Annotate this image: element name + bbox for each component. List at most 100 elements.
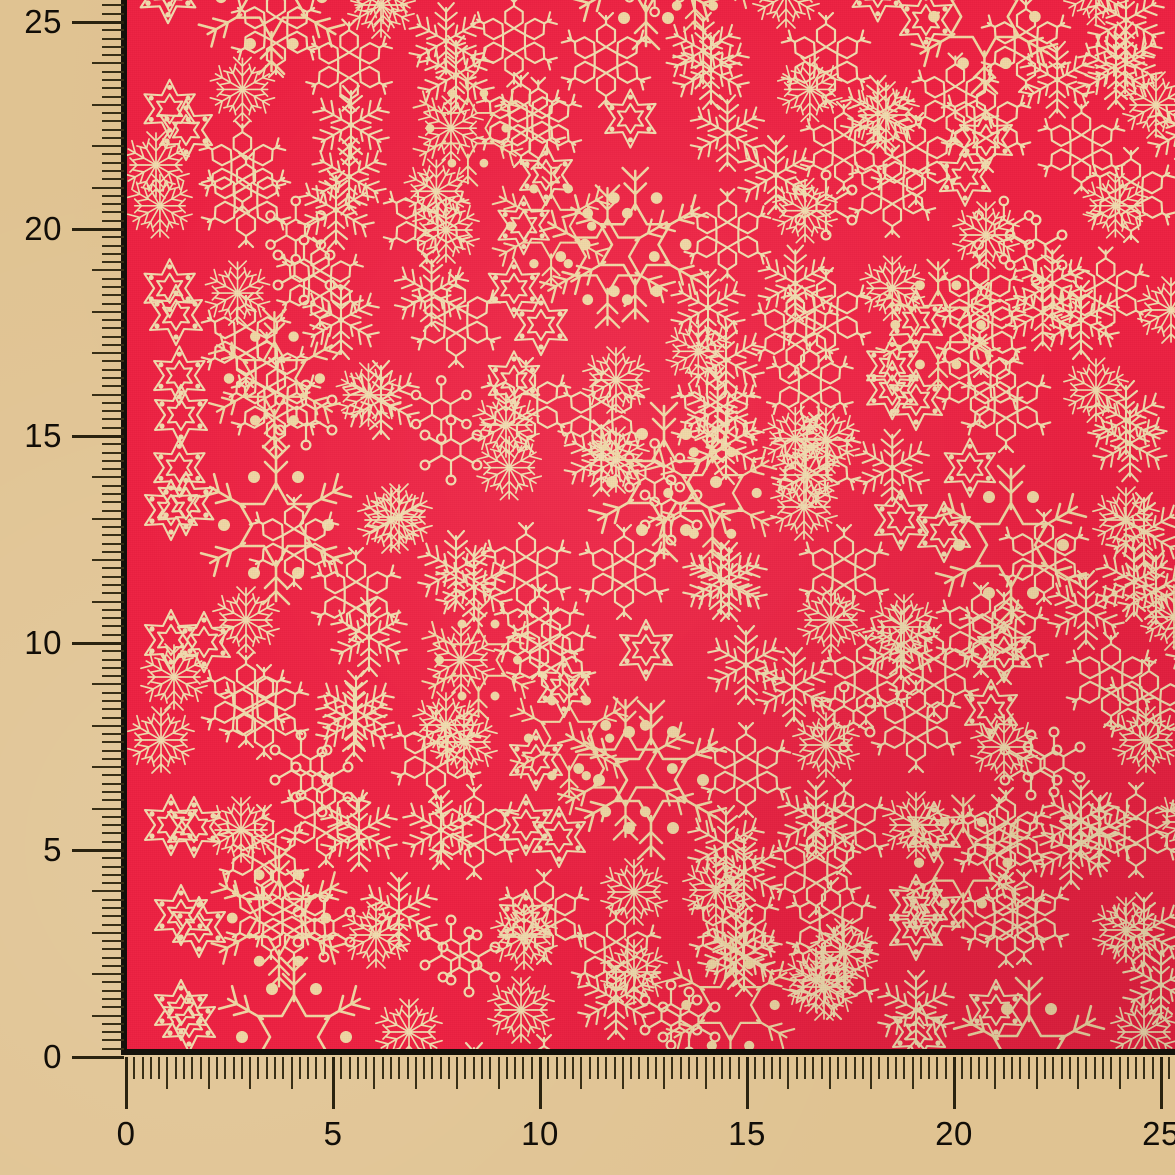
ruler-h-minor-tick <box>688 1057 691 1079</box>
fabric-swatch <box>126 0 1175 1053</box>
ruler-v-minor-tick <box>102 244 124 247</box>
ruler-v-medium-tick <box>92 310 124 313</box>
ruler-v-medium-tick <box>92 103 124 106</box>
ruler-h-major-tick <box>331 1057 335 1109</box>
ruler-h-minor-tick <box>928 1057 931 1079</box>
ruler-h-minor-tick <box>489 1057 492 1079</box>
ruler-h-minor-tick <box>812 1057 815 1079</box>
ruler-h-minor-tick <box>845 1057 848 1079</box>
ruler-h-medium-tick <box>870 1057 873 1089</box>
ruler-v-major-tick <box>72 20 124 24</box>
ruler-v-minor-tick <box>102 45 124 48</box>
ruler-v-minor-tick <box>102 1022 124 1025</box>
ruler-h-medium-tick <box>456 1057 459 1089</box>
ruler-v-minor-tick <box>102 426 124 429</box>
ruler-h-medium-tick <box>994 1057 997 1089</box>
ruler-h-major-tick <box>1159 1057 1163 1109</box>
ruler-h-minor-tick <box>588 1057 591 1079</box>
ruler-h-minor-tick <box>547 1057 550 1079</box>
ruler-h-minor-tick <box>1143 1057 1146 1079</box>
ruler-h-minor-tick <box>257 1057 260 1079</box>
ruler-h-minor-tick <box>754 1057 757 1079</box>
ruler-v-label-0: 0 <box>43 1038 62 1075</box>
ruler-v-medium-tick <box>92 683 124 686</box>
ruler-h-minor-tick <box>141 1057 144 1079</box>
ruler-v-medium-tick <box>92 145 124 148</box>
ruler-v-medium-tick <box>92 559 124 562</box>
ruler-v-medium-tick <box>92 1014 124 1017</box>
ruler-h-minor-tick <box>986 1057 989 1079</box>
ruler-h-minor-tick <box>737 1057 740 1079</box>
ruler-h-minor-tick <box>1027 1057 1030 1079</box>
ruler-h-minor-tick <box>1010 1057 1013 1079</box>
ruler-v-minor-tick <box>102 774 124 777</box>
ruler-v-minor-tick <box>102 923 124 926</box>
ruler-v-minor-tick <box>102 219 124 222</box>
ruler-h-minor-tick <box>886 1057 889 1079</box>
ruler-v-major-tick <box>72 434 124 438</box>
ruler-v-medium-tick <box>92 890 124 893</box>
ruler-h-minor-tick <box>431 1057 434 1079</box>
ruler-v-major-tick <box>72 1055 124 1059</box>
ruler-h-medium-tick <box>787 1057 790 1089</box>
ruler-v-minor-tick <box>102 691 124 694</box>
ruler-h-medium-tick <box>414 1057 417 1089</box>
ruler-v-minor-tick <box>102 468 124 471</box>
ruler-h-minor-tick <box>423 1057 426 1079</box>
ruler-v-minor-tick <box>102 95 124 98</box>
ruler-v-minor-tick <box>102 534 124 537</box>
ruler-h-minor-tick <box>903 1057 906 1079</box>
ruler-h-minor-tick <box>969 1057 972 1079</box>
ruler-h-medium-tick <box>1077 1057 1080 1089</box>
ruler-h-minor-tick <box>861 1057 864 1079</box>
ruler-v-major-tick <box>72 848 124 852</box>
ruler-v-minor-tick <box>102 319 124 322</box>
ruler-h-label-10: 10 <box>521 1115 559 1152</box>
ruler-h-minor-tick <box>191 1057 194 1079</box>
ruler-v-minor-tick <box>102 757 124 760</box>
ruler-h-minor-tick <box>274 1057 277 1079</box>
ruler-v-minor-tick <box>102 865 124 868</box>
ruler-v-minor-tick <box>102 906 124 909</box>
ruler-v-minor-tick <box>102 981 124 984</box>
ruler-h-major-tick <box>952 1057 956 1109</box>
ruler-v-minor-tick <box>102 873 124 876</box>
ruler-v-minor-tick <box>102 584 124 587</box>
ruler-v-minor-tick <box>102 385 124 388</box>
ruler-v-minor-tick <box>102 716 124 719</box>
ruler-v-minor-tick <box>102 203 124 206</box>
ruler-v-minor-tick <box>102 617 124 620</box>
ruler-v-medium-tick <box>92 517 124 520</box>
ruler-v-minor-tick <box>102 791 124 794</box>
ruler-h-major-tick <box>745 1057 749 1109</box>
ruler-v-medium-tick <box>92 931 124 934</box>
ruler-h-medium-tick <box>704 1057 707 1089</box>
ruler-v-minor-tick <box>102 575 124 578</box>
ruler-h-medium-tick <box>663 1057 666 1089</box>
ruler-v-minor-tick <box>102 501 124 504</box>
ruler-v-minor-tick <box>102 170 124 173</box>
ruler-h-minor-tick <box>770 1057 773 1079</box>
ruler-v-minor-tick <box>102 509 124 512</box>
ruler-v-minor-tick <box>102 335 124 338</box>
ruler-h-minor-tick <box>853 1057 856 1079</box>
ruler-h-label-20: 20 <box>935 1115 973 1152</box>
ruler-v-medium-tick <box>92 766 124 769</box>
ruler-h-minor-tick <box>149 1057 152 1079</box>
ruler-v-minor-tick <box>102 608 124 611</box>
ruler-v-minor-tick <box>102 998 124 1001</box>
ruler-h-medium-tick <box>497 1057 500 1089</box>
ruler-v-minor-tick <box>102 70 124 73</box>
ruler-h-minor-tick <box>481 1057 484 1079</box>
ruler-v-minor-tick <box>102 625 124 628</box>
ruler-h-minor-tick <box>837 1057 840 1079</box>
ruler-h-minor-tick <box>1102 1057 1105 1079</box>
ruler-h-minor-tick <box>298 1057 301 1079</box>
ruler-v-medium-tick <box>92 62 124 65</box>
ruler-h-minor-tick <box>596 1057 599 1079</box>
ruler-v-minor-tick <box>102 1047 124 1050</box>
ruler-h-minor-tick <box>224 1057 227 1079</box>
ruler-h-minor-tick <box>919 1057 922 1079</box>
ruler-h-minor-tick <box>472 1057 475 1079</box>
ruler-v-minor-tick <box>102 37 124 40</box>
